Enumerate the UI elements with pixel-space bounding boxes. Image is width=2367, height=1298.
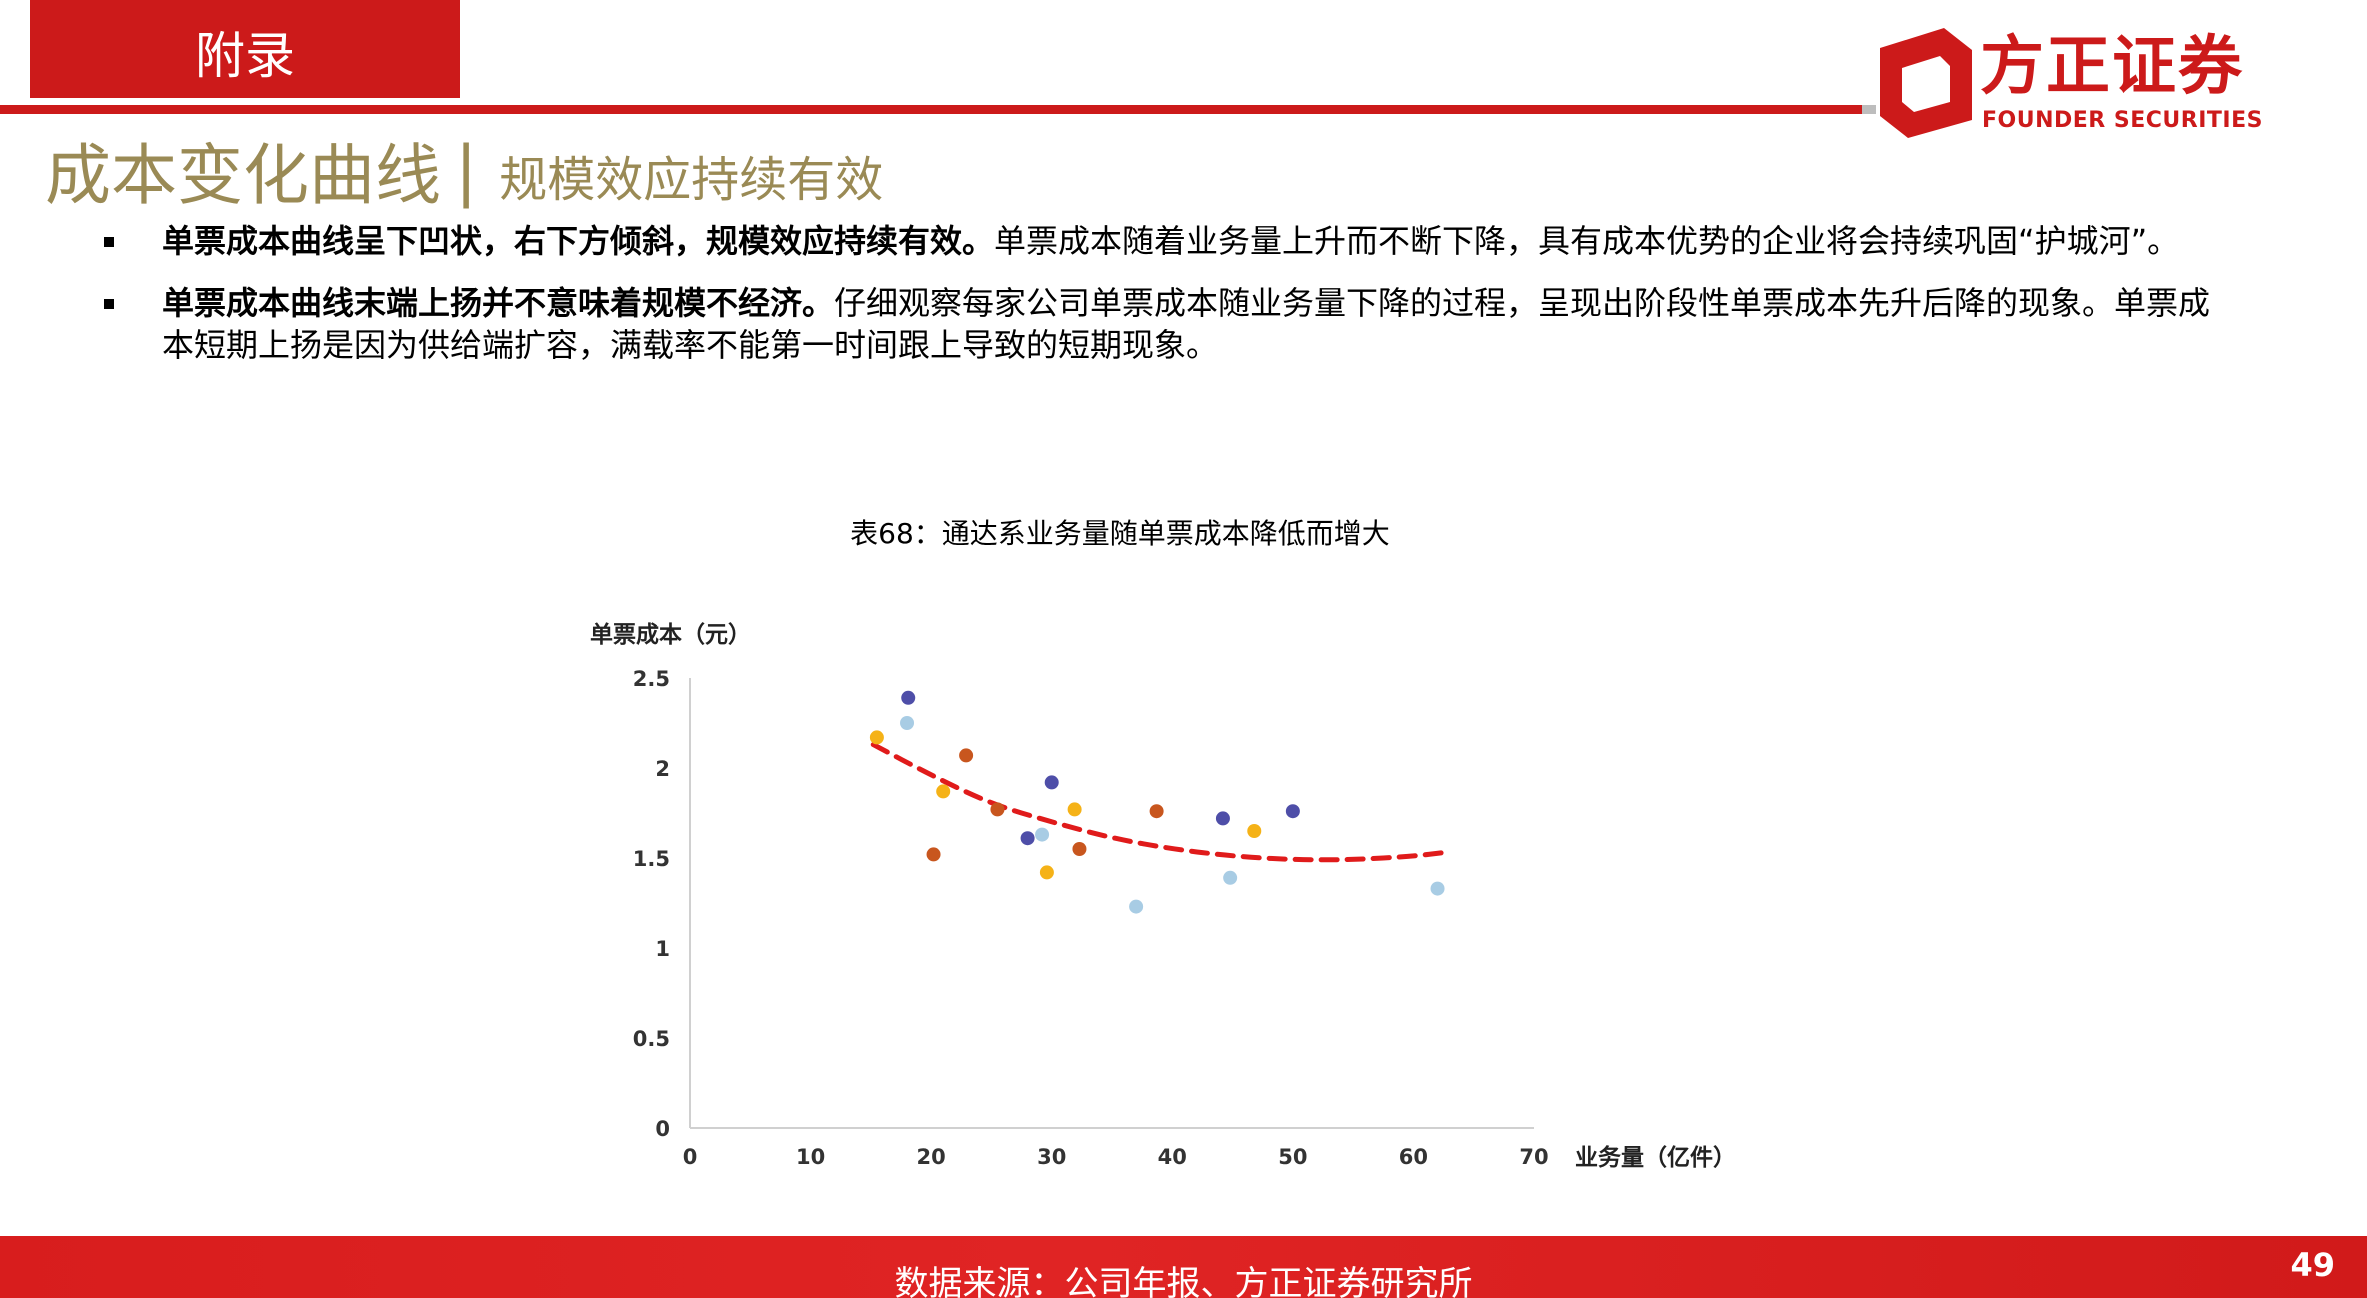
y-tick-label: 1.5: [633, 847, 670, 871]
page-title: 成本变化曲线: [45, 137, 441, 214]
scatter-point: [1067, 802, 1082, 817]
data-source: 数据来源：公司年报、方正证券研究所: [894, 1264, 1473, 1298]
bullet-lead: 单票成本曲线呈下凹状，右下方倾斜，规模效应持续有效。: [162, 222, 995, 260]
x-tick-label: 50: [1278, 1145, 1307, 1169]
header-rule: [0, 105, 1862, 114]
scatter-point: [1039, 865, 1054, 880]
x-tick-label: 0: [683, 1145, 698, 1169]
bullet-text: 仔细观察每家公司单票成本随业务量下降的过程，呈现出阶段性单票成本先升后降的现象。…: [162, 284, 2211, 364]
y-axis-label: 单票成本（元）: [590, 621, 751, 648]
x-tick-label: 30: [1037, 1145, 1066, 1169]
bullet-lead: 单票成本曲线末端上扬并不意味着规模不经济。: [162, 284, 835, 322]
founder-logo-icon: [1880, 28, 1972, 138]
title-separator: |: [455, 131, 478, 209]
footer-bar: 数据来源：公司年报、方正证券研究所 49: [0, 1236, 2367, 1298]
scatter-point: [926, 847, 941, 862]
scatter-point: [1285, 804, 1300, 819]
x-tick-label: 10: [796, 1145, 825, 1169]
scatter-point: [1129, 899, 1144, 914]
scatter-point: [1035, 827, 1050, 842]
scatter-point: [1020, 831, 1035, 846]
scatter-point: [1430, 881, 1445, 896]
y-tick-label: 0: [655, 1117, 670, 1141]
x-tick-label: 40: [1158, 1145, 1187, 1169]
scatter-point: [990, 802, 1005, 817]
bullet-square-icon: [104, 299, 114, 309]
bullet-item: 单票成本曲线末端上扬并不意味着规模不经济。仔细观察每家公司单票成本随业务量下降的…: [100, 282, 2220, 366]
bullet-text: 单票成本随着业务量上升而不断下降，具有成本优势的企业将会持续巩固“护城河”。: [994, 222, 2180, 260]
y-tick-label: 2: [655, 757, 670, 781]
page-title-row: 成本变化曲线 | 规模效应持续有效: [45, 125, 883, 215]
logo-text-cn: 方正证券: [1980, 30, 2244, 104]
x-tick-label: 20: [917, 1145, 946, 1169]
x-tick-label: 60: [1399, 1145, 1428, 1169]
scatter-point: [901, 690, 916, 705]
x-tick-label: 70: [1519, 1145, 1548, 1169]
scatter-point: [1223, 870, 1238, 885]
y-tick-label: 2.5: [633, 667, 670, 691]
x-axis-label: 业务量（亿件）: [1575, 1144, 1736, 1171]
scatter-point: [900, 716, 915, 730]
page-number: 49: [2290, 1246, 2335, 1284]
scatter-point: [1247, 824, 1262, 838]
scatter-point: [1072, 842, 1087, 856]
scatter-chart: 单票成本（元） 业务量（亿件） 0 0.5 1 1.5 2 2.5 0 10 20 30 40 50…: [590, 621, 1736, 1171]
header-rule-cap: [1862, 105, 1876, 114]
scatter-point: [1149, 804, 1164, 819]
founder-securities-logo: 方正证券 FOUNDER SECURITIES: [1862, 28, 2262, 138]
chart-caption: 表68：通达系业务量随单票成本降低而增大: [850, 517, 1390, 550]
bullet-list: 单票成本曲线呈下凹状，右下方倾斜，规模效应持续有效。单票成本随着业务量上升而不断…: [100, 220, 2220, 386]
bullet-item: 单票成本曲线呈下凹状，右下方倾斜，规模效应持续有效。单票成本随着业务量上升而不断…: [100, 220, 2220, 262]
section-tab: 附录: [30, 0, 460, 98]
scatter-point: [959, 748, 974, 763]
bullet-square-icon: [104, 237, 114, 247]
y-tick-label: 1: [655, 937, 670, 961]
scatter-point: [1215, 811, 1230, 826]
logo-text-en: FOUNDER SECURITIES: [1982, 108, 2263, 133]
y-tick-label: 0.5: [633, 1027, 670, 1051]
scatter-point: [869, 730, 884, 745]
page-subtitle: 规模效应持续有效: [499, 152, 884, 208]
trend-line: [870, 742, 1447, 863]
scatter-point: [1044, 775, 1059, 790]
scatter-point: [936, 784, 951, 799]
